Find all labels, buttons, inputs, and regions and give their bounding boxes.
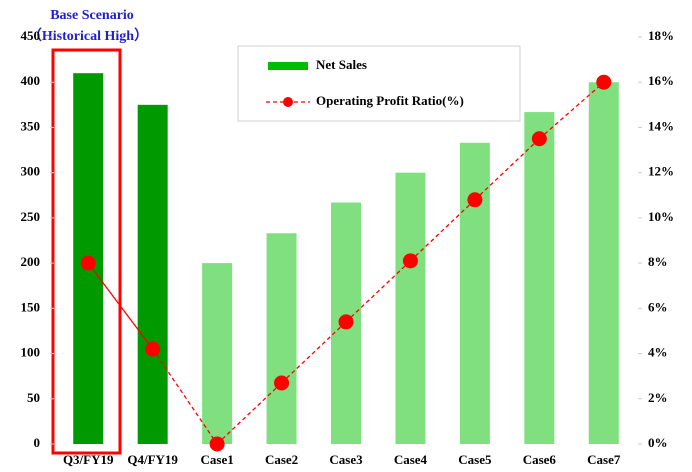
y-tick-label: 250 [21, 209, 41, 224]
x-tick-label: Q4/FY19 [127, 452, 178, 467]
x-tick-label: Case4 [394, 452, 428, 467]
y-tick-label: 0 [34, 435, 41, 450]
line-point [338, 314, 354, 330]
legend-swatch [268, 62, 308, 70]
y2-tick-label: 16% [648, 73, 674, 88]
x-tick-label: Case3 [329, 452, 363, 467]
x-tick-label: Q3/FY19 [63, 452, 114, 467]
line-segment [152, 348, 218, 445]
line-segment [345, 260, 411, 323]
line-point [596, 74, 612, 90]
x-tick-label: Case2 [265, 452, 298, 467]
line-segment [538, 81, 605, 140]
legend-label: Operating Profit Ratio(%) [316, 93, 464, 108]
line-segment [281, 321, 347, 384]
annotation: Base Scenario [50, 8, 134, 23]
line-point [274, 375, 290, 391]
y2-tick-label: 6% [648, 299, 668, 314]
y2-tick-label: 18% [648, 28, 674, 43]
bar [266, 233, 297, 444]
line-point [209, 436, 225, 452]
y2-tick-label: 4% [648, 345, 668, 360]
x-tick-label: Case7 [587, 452, 621, 467]
y2-tick-label: 2% [648, 390, 668, 405]
bar [459, 142, 490, 444]
x-tick-label: Case1 [201, 452, 234, 467]
y-tick-label: 200 [21, 254, 41, 269]
line-point [531, 131, 547, 147]
y-tick-label: 100 [21, 345, 41, 360]
x-tick-label: Case5 [458, 452, 492, 467]
legend-label: Net Sales [316, 57, 367, 72]
line-point [145, 341, 161, 357]
line-segment [216, 382, 283, 445]
line-point [402, 253, 418, 269]
y2-tick-label: 10% [648, 209, 674, 224]
x-tick-label: Case6 [523, 452, 557, 467]
annotation: （Historical High） [28, 28, 148, 44]
bar [588, 82, 619, 444]
highlight-box [51, 48, 122, 455]
y2-tick-label: 0% [648, 435, 668, 450]
y-tick-label: 300 [21, 164, 41, 179]
y2-tick-label: 12% [648, 164, 674, 179]
y-tick-label: 450 [21, 28, 41, 43]
y-tick-label: 50 [27, 390, 40, 405]
y2-tick-label: 14% [648, 118, 674, 133]
legend-swatch [283, 97, 293, 107]
line-segment [87, 262, 154, 350]
y-tick-label: 400 [21, 73, 41, 88]
line-segment [409, 199, 476, 262]
bar [202, 263, 233, 444]
line-segment [474, 138, 540, 201]
y-tick-label: 150 [21, 299, 41, 314]
y-tick-label: 350 [21, 118, 41, 133]
line-point [467, 192, 483, 208]
bar [395, 172, 426, 444]
bar [137, 104, 168, 444]
y2-tick-label: 8% [648, 254, 668, 269]
legend [237, 45, 521, 122]
bar [524, 112, 555, 445]
line-point [80, 255, 96, 271]
